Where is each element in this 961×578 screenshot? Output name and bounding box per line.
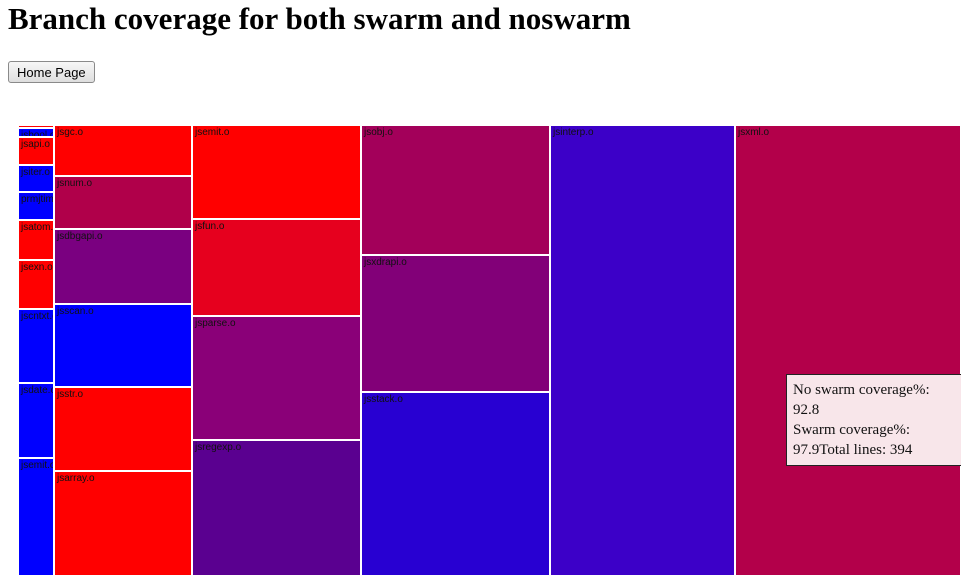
treemap-cell[interactable]: jsscan.o	[54, 304, 192, 387]
treemap-cell-label: jsinterp.o	[553, 127, 594, 138]
treemap-cell[interactable]: jsbool.o	[18, 128, 54, 137]
treemap-cell-label: jsgc.o	[57, 127, 84, 138]
treemap-cell[interactable]: jsatom.o	[18, 220, 54, 260]
treemap-cell-label: jsiter.o	[21, 167, 50, 178]
treemap-cell-label: jsnum.o	[57, 178, 93, 189]
tooltip-swarm-value-lines: 97.9Total lines: 394	[793, 442, 913, 458]
treemap-cell-label: jsatom.o	[21, 222, 54, 233]
treemap-cell-label: jsapi.o	[21, 139, 50, 150]
treemap-cell[interactable]: jsdate.o	[18, 383, 54, 458]
treemap-cell-label: jsobj.o	[364, 127, 393, 138]
treemap-cell[interactable]: jsarray.o	[54, 471, 192, 576]
treemap-cell-label: prmjtime.o	[21, 194, 54, 205]
treemap-cell[interactable]: jsapi.o	[18, 137, 54, 165]
tooltip-noswarm-label: No swarm coverage%:	[793, 382, 930, 398]
treemap-cell-label: jsxdrapi.o	[364, 257, 407, 268]
tooltip-swarm-label: Swarm coverage%:	[793, 422, 911, 438]
treemap-cell-label: jsregexp.o	[195, 442, 242, 453]
treemap-cell[interactable]: jsregexp.o	[192, 440, 361, 576]
treemap-cell[interactable]: jsstack.o	[361, 392, 550, 576]
treemap-cell-label: jsxml.o	[738, 127, 770, 138]
treemap-cell-label: jsfun.o	[195, 221, 225, 232]
treemap-cell[interactable]: jsinterp.o	[550, 125, 735, 576]
treemap-cell[interactable]: prmjtime.o	[18, 192, 54, 220]
treemap-cell[interactable]: jsparse.o	[192, 316, 361, 440]
treemap-cell[interactable]: jsfun.o	[192, 219, 361, 316]
treemap-cell[interactable]: jsgc.o	[54, 125, 192, 176]
treemap-cell[interactable]: jsemit.o	[192, 125, 361, 219]
treemap-cell[interactable]: jscntxt.o	[18, 309, 54, 383]
page-title: Branch coverage for both swarm and noswa…	[8, 1, 631, 36]
home-page-button[interactable]: Home Page	[8, 61, 95, 83]
treemap-cell-label: jsstr.o	[57, 389, 84, 400]
treemap-cell-label: jsemit.o	[21, 460, 54, 471]
treemap-cell-label: jscntxt.o	[21, 311, 53, 322]
treemap-cell-label: jsarray.o	[57, 473, 95, 484]
treemap-cell-label: jsparse.o	[195, 318, 236, 329]
treemap-cell-label: jsdbgapi.o	[57, 231, 103, 242]
treemap-cell-label: jsstack.o	[364, 394, 403, 405]
tooltip-noswarm-value: 92.8	[793, 402, 820, 418]
coverage-tooltip: No swarm coverage%: 92.8 Swarm coverage%…	[786, 374, 961, 466]
treemap-cell-label: jsemit.o	[195, 127, 230, 138]
treemap-cell-label: jsscan.o	[57, 306, 94, 317]
treemap-cell-label: jsexn.o	[21, 262, 53, 273]
treemap-cell[interactable]: jsxdrapi.o	[361, 255, 550, 392]
treemap-cell[interactable]: jsemit.o	[18, 458, 54, 576]
treemap-cell[interactable]: jsprvtd.o	[18, 125, 54, 128]
treemap-cell[interactable]: jsiter.o	[18, 165, 54, 192]
treemap-cell-label: jsdate.o	[21, 385, 54, 396]
treemap-cell[interactable]: jsxml.o	[735, 125, 961, 576]
treemap-cell[interactable]: jsnum.o	[54, 176, 192, 229]
treemap-cell[interactable]: jsexn.o	[18, 260, 54, 309]
treemap-cell[interactable]: jsdbgapi.o	[54, 229, 192, 304]
treemap-cell[interactable]: jsobj.o	[361, 125, 550, 255]
treemap-cell-label: jsbool.o	[21, 130, 54, 137]
treemap-cell[interactable]: jsstr.o	[54, 387, 192, 471]
